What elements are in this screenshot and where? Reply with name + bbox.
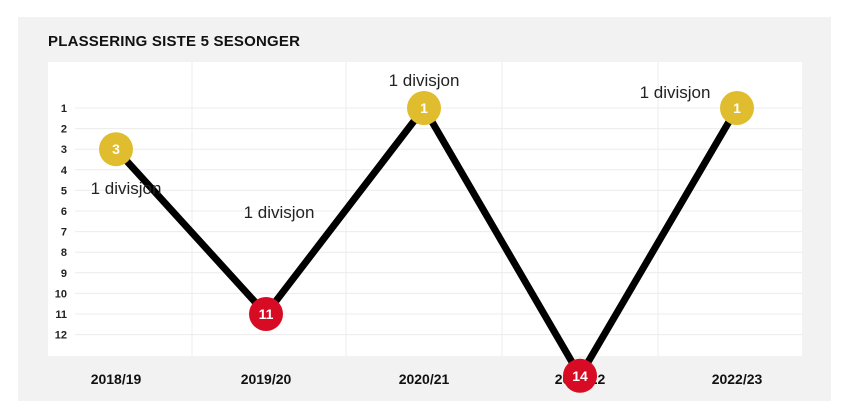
data-label: 14 bbox=[572, 368, 588, 384]
data-point bbox=[563, 358, 597, 393]
division-label: 1 divisjon bbox=[389, 71, 460, 90]
chart-title: PLASSERING SISTE 5 SESONGER bbox=[48, 33, 301, 50]
y-tick-label: 11 bbox=[55, 309, 67, 321]
data-label: 1 bbox=[733, 100, 741, 116]
data-point bbox=[99, 132, 133, 167]
division-label: 1 divisjon bbox=[91, 179, 162, 198]
y-tick-label: 1 bbox=[61, 103, 67, 115]
data-point bbox=[407, 91, 441, 125]
y-tick-label: 5 bbox=[61, 185, 67, 197]
y-tick-label: 4 bbox=[61, 165, 68, 177]
x-tick-label: 2019/20 bbox=[241, 371, 292, 387]
data-label: 1 bbox=[420, 100, 428, 116]
y-tick-label: 10 bbox=[55, 288, 67, 300]
division-label: 1 divisjon bbox=[244, 203, 315, 222]
data-label: 11 bbox=[259, 306, 274, 322]
data-point bbox=[720, 91, 754, 125]
y-tick-label: 2 bbox=[61, 124, 67, 136]
x-tick-label: 2020/21 bbox=[399, 371, 450, 387]
data-label: 3 bbox=[112, 141, 120, 157]
grid bbox=[75, 62, 802, 356]
y-tick-label: 12 bbox=[55, 330, 67, 342]
x-tick-label: 2018/19 bbox=[91, 371, 142, 387]
data-point bbox=[249, 297, 283, 331]
y-tick-label: 7 bbox=[61, 227, 67, 239]
y-tick-label: 8 bbox=[61, 247, 67, 259]
y-tick-label: 6 bbox=[61, 206, 67, 218]
annotations: 1 divisjon 1 divisjon 1 divisjon 1 divisjon bbox=[91, 71, 711, 222]
x-tick-label: 2022/23 bbox=[712, 371, 763, 387]
y-tick-label: 3 bbox=[61, 144, 67, 156]
y-tick-label: 9 bbox=[61, 268, 67, 280]
division-label: 1 divisjon bbox=[640, 83, 711, 102]
